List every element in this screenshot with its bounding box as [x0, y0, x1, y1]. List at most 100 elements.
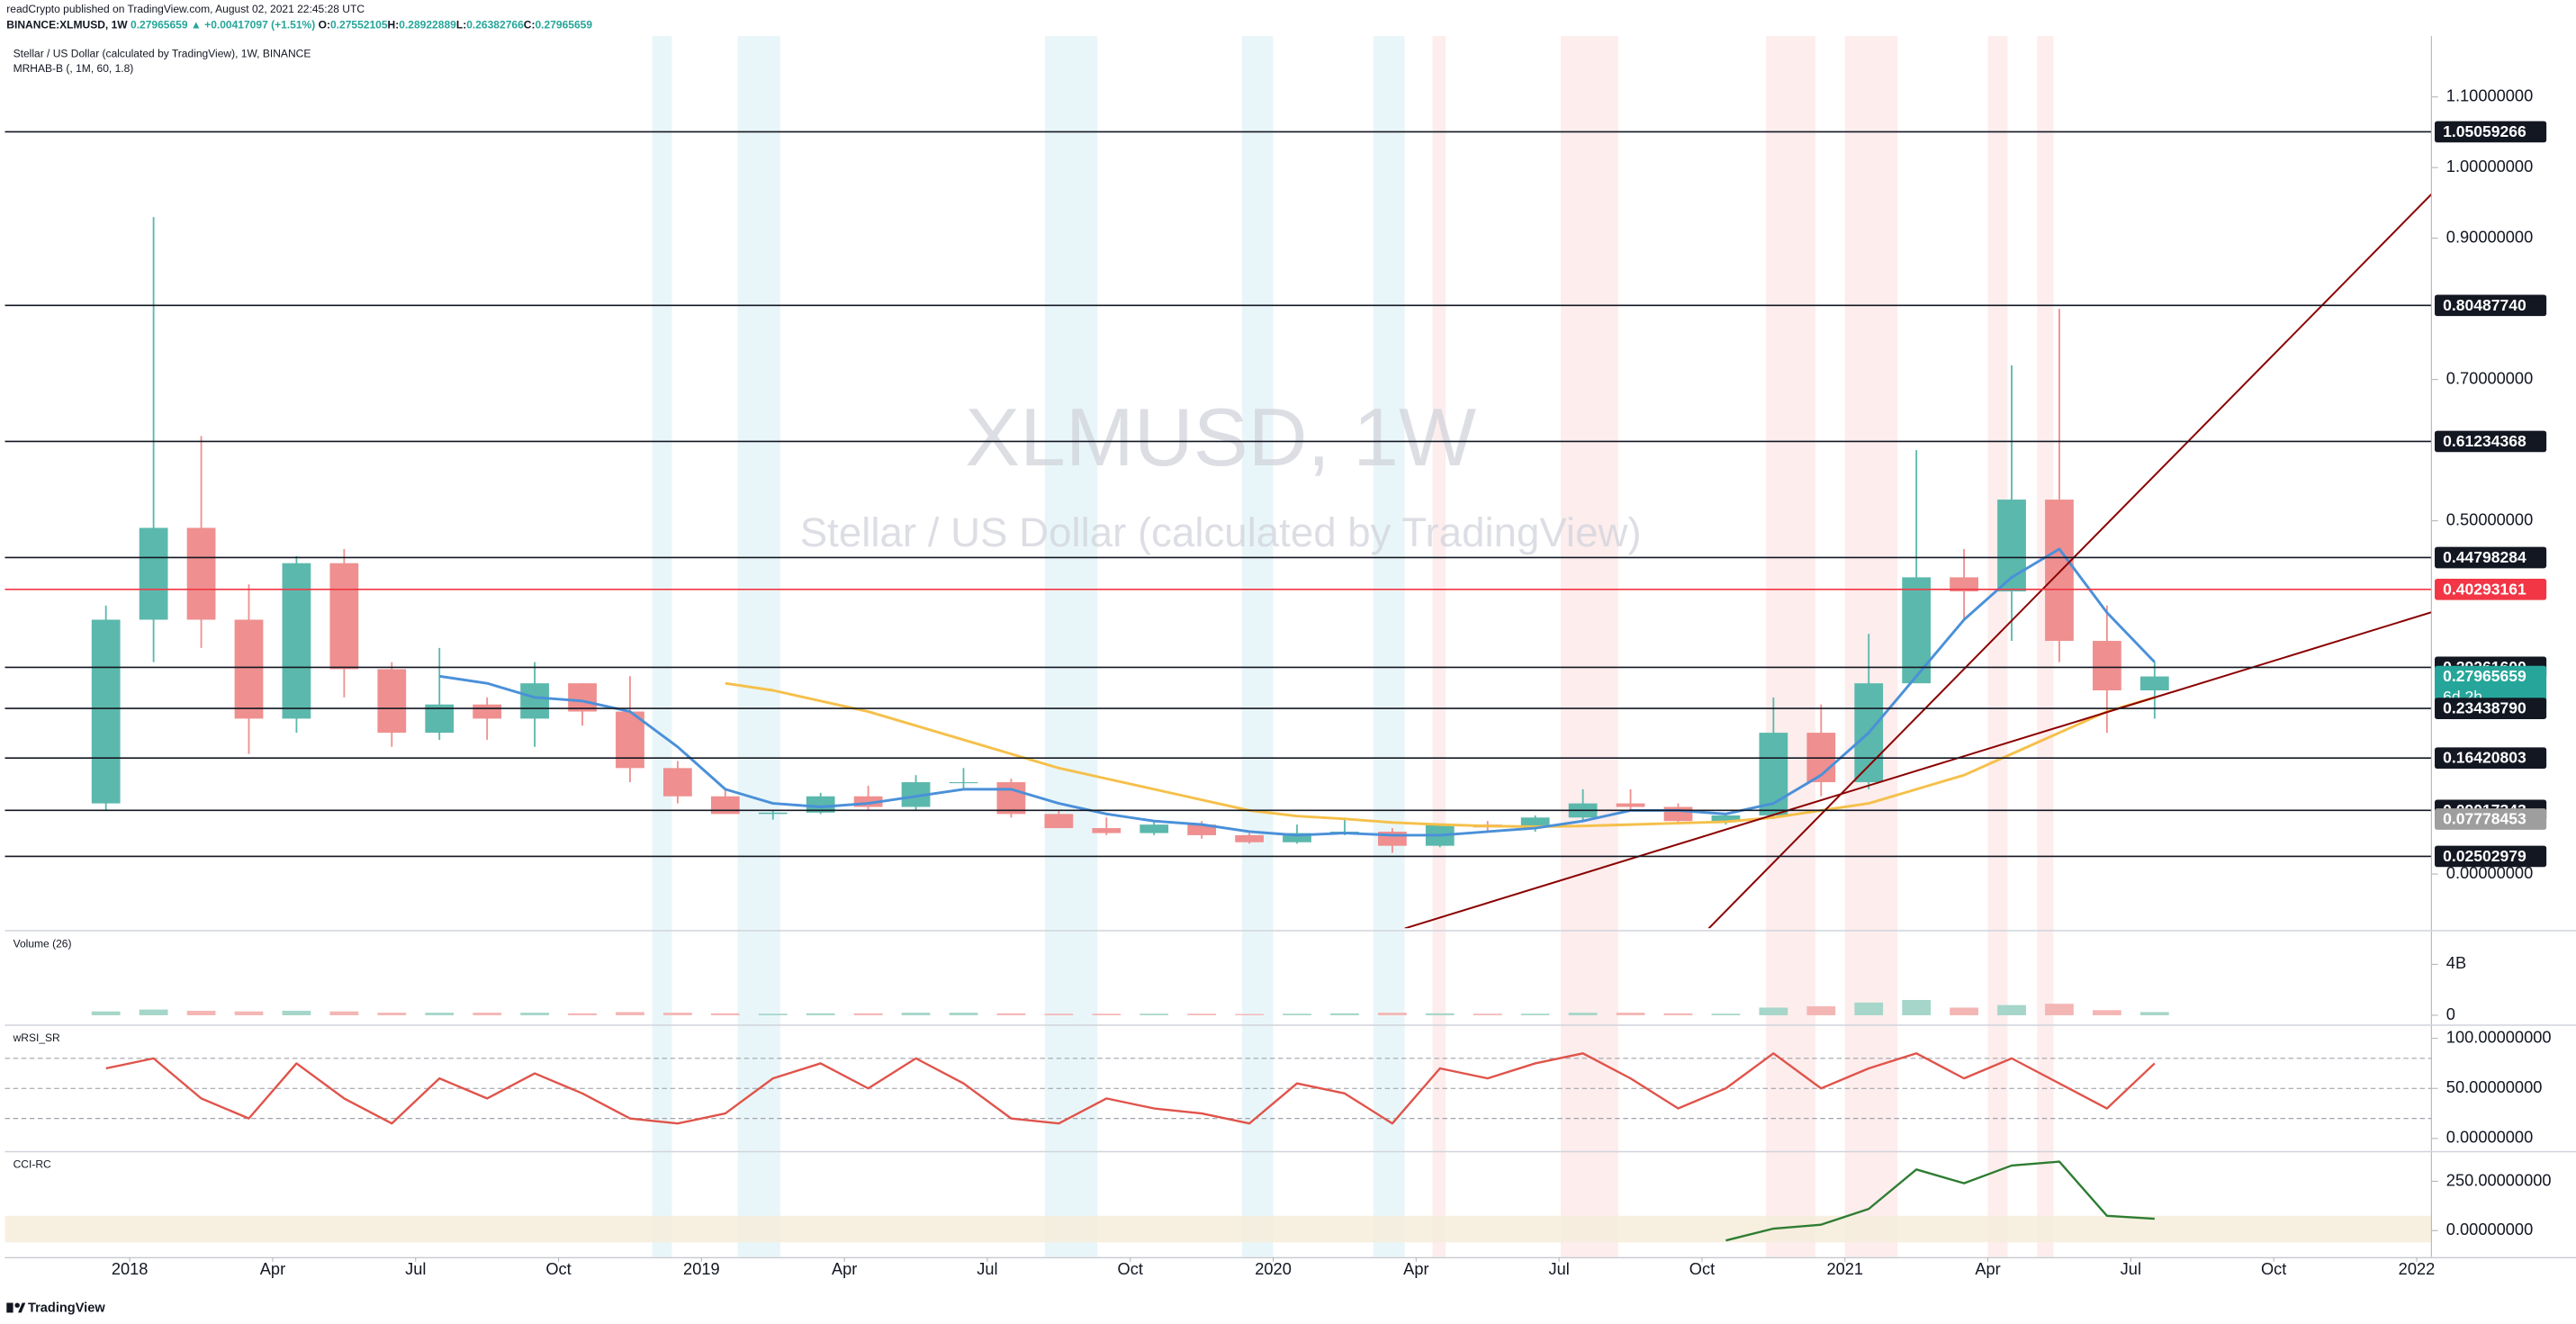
price-label-box	[2435, 578, 2547, 600]
price-label: 0.44798284	[2443, 548, 2526, 566]
pane-title: wRSI_SR	[13, 1031, 60, 1044]
ohlc-label: L:	[456, 18, 466, 31]
candle-body	[91, 619, 121, 804]
y-tick-label: 100.00000000	[2446, 1027, 2552, 1046]
price-label-box	[2435, 845, 2547, 868]
y-tick-label: 1.00000000	[2446, 157, 2533, 176]
x-tick-label: Apr	[832, 1259, 857, 1278]
indicator-legend: MRHAB-B (, 1M, 60, 1.8)	[14, 62, 134, 75]
price-label: 0.07778453	[2443, 810, 2526, 828]
ohlc-label: O:	[319, 18, 330, 31]
candle-body	[1283, 833, 1311, 842]
moving-average	[439, 547, 2156, 837]
price-label-box	[2435, 430, 2547, 453]
candle-body	[1950, 577, 1978, 592]
ohlc-label: H:	[388, 18, 400, 31]
series-legend: Stellar / US Dollar (calculated by Tradi…	[14, 47, 311, 59]
signal-bands	[652, 36, 2054, 1257]
volume-bar	[377, 1013, 407, 1015]
volume-bar	[473, 1013, 502, 1015]
x-tick-label: Jul	[2121, 1259, 2141, 1278]
x-tick-label: Jul	[1548, 1259, 1569, 1278]
footer-brand: TradingView	[28, 1301, 105, 1316]
y-tick-label: 50.00000000	[2446, 1077, 2543, 1096]
volume-bar	[1950, 1007, 1978, 1015]
candle-body	[2139, 676, 2169, 691]
volume-bar	[853, 1013, 883, 1015]
candle-body	[282, 563, 311, 719]
y-tick-label: 0.00000000	[2446, 863, 2533, 882]
volume-bar	[1044, 1013, 1074, 1015]
published-line: readCrypto published on TradingView.com,…	[6, 3, 365, 15]
volume-bar	[2093, 1010, 2121, 1015]
candle-body	[949, 782, 978, 784]
volume-bar	[1663, 1013, 1693, 1015]
footer: TradingView	[6, 1301, 105, 1316]
volume-bar	[996, 1013, 1026, 1015]
labels: 1.10000000 1.00000000 0.90000000 0.70000000…	[112, 86, 2552, 1277]
volume-bar	[949, 1013, 978, 1015]
volume-bar	[1092, 1013, 1121, 1015]
x-tick-label: Oct	[2261, 1259, 2286, 1278]
logo-mark	[18, 1302, 26, 1313]
volume-bar	[1378, 1013, 1407, 1015]
y-tick-label: 0.50000000	[2446, 509, 2533, 528]
volume-bar	[425, 1013, 455, 1015]
price-label: 0.80487740	[2443, 296, 2526, 314]
price-label: 0.40293161	[2443, 580, 2526, 598]
x-tick-label: Oct	[545, 1259, 571, 1278]
candle-body	[710, 796, 740, 815]
y-tick-label: 0.90000000	[2446, 227, 2533, 246]
signal-band	[652, 36, 672, 1257]
volume-bar	[186, 1011, 216, 1015]
volume-bar	[1187, 1013, 1217, 1015]
pane-title: CCI-RC	[14, 1157, 51, 1170]
frame	[5, 36, 2576, 1258]
candle-body	[1187, 824, 1217, 835]
ohlc-value: 0.27552105	[330, 18, 388, 31]
symbol: BINANCE:XLMUSD, 1W	[6, 18, 128, 31]
level-band	[5, 1215, 2432, 1243]
volume-bar	[616, 1012, 644, 1015]
signal-band	[2037, 36, 2054, 1257]
volume-bar	[1473, 1013, 1502, 1015]
signal-band	[1766, 36, 1815, 1257]
moving-average	[725, 681, 2156, 828]
trendline	[1707, 193, 2432, 929]
y-tick-label: 0	[2446, 1004, 2455, 1023]
price-label-box	[2435, 808, 2547, 830]
volume-bar	[1330, 1013, 1359, 1015]
price-label: 0.02502979	[2443, 847, 2526, 865]
signal-band	[1987, 36, 2008, 1257]
volume-bar	[2139, 1012, 2169, 1015]
volume-bar	[1759, 1007, 1788, 1015]
candle-body	[996, 782, 1026, 815]
x-tick-label: 2019	[683, 1259, 720, 1278]
candle-body	[520, 683, 549, 719]
volume-bar	[1139, 1013, 1169, 1015]
volume-bar	[1711, 1013, 1741, 1015]
price-label: 1.05059266	[2443, 122, 2526, 140]
indicator-line	[1725, 1160, 2155, 1242]
volume-bar	[758, 1013, 788, 1015]
price-label: 0.23438790	[2443, 699, 2526, 717]
volume-bar	[139, 1009, 168, 1015]
price-label-box	[2435, 294, 2547, 317]
volume-bar	[282, 1011, 311, 1015]
candle-body	[806, 796, 835, 813]
y-tick-label: 4B	[2446, 953, 2466, 972]
candle-body	[473, 704, 502, 719]
x-tick-label: 2020	[1255, 1259, 1292, 1278]
volume-bar	[710, 1013, 740, 1015]
x-tick-label: Jul	[405, 1259, 426, 1278]
signal-band	[1241, 36, 1274, 1257]
x-tick-label: 2018	[112, 1259, 149, 1278]
signal-band	[1044, 36, 1098, 1257]
volume-bar	[1806, 1006, 1836, 1015]
volume-bar	[1425, 1013, 1455, 1015]
volume-bar	[2045, 1004, 2074, 1015]
watermark-description: Stellar / US Dollar (calculated by Tradi…	[800, 509, 1642, 555]
symbol-line: BINANCE:XLMUSD, 1W 0.27965659 ▲ +0.00417…	[6, 18, 592, 31]
volume-bar	[1283, 1013, 1311, 1015]
